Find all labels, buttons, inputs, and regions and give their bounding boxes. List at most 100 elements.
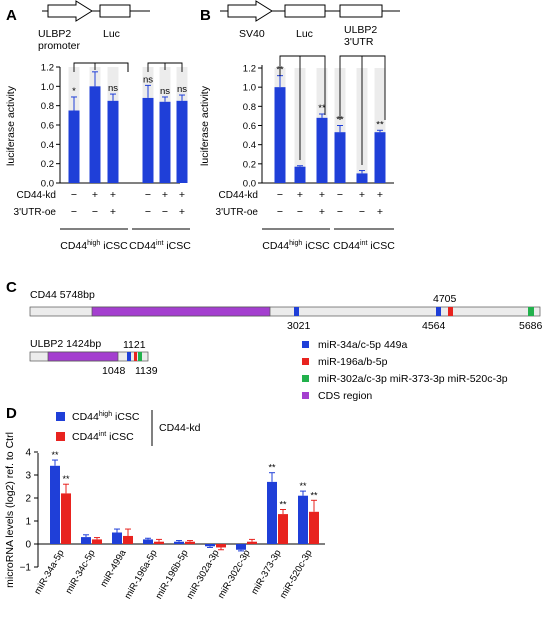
promoter-label-line2: promoter bbox=[38, 40, 81, 52]
cond-oe-1: − bbox=[71, 206, 77, 218]
cond-oe-2: − bbox=[297, 206, 303, 218]
panel-a-ylabel: luciferase activity bbox=[5, 85, 17, 166]
legend-high: CD44high iCSC bbox=[72, 411, 140, 423]
significance-label: ** bbox=[376, 119, 384, 130]
x-tick-label: miR-302c-3p bbox=[216, 548, 253, 601]
legend-cds: CDS region bbox=[318, 390, 372, 402]
bar-high-miR-373-3p bbox=[267, 481, 277, 544]
ulbp2-pos-1121: 1121 bbox=[123, 339, 146, 351]
panel-b: B SV40 Luc ULBP2 3'UTR 0.0 0.2 0.4 0.6 0.8 1.… bbox=[199, 0, 400, 252]
cond-kd-1: − bbox=[71, 189, 77, 201]
x-tick-label: miR-499a bbox=[98, 547, 128, 589]
panel-b-row1-label: CD44-kd bbox=[219, 190, 258, 201]
bar-high-miR-302c-3p bbox=[236, 544, 246, 550]
panel-d-label: D bbox=[6, 405, 17, 422]
panel-d-ticks: −1 0 1 2 3 4 bbox=[20, 448, 38, 574]
cd44-title: CD44 5748bp bbox=[30, 289, 95, 301]
panel-a-group1: CD44high iCSC bbox=[60, 240, 128, 252]
legend-mir196: miR-196a/b-5p bbox=[318, 356, 388, 368]
y-tick-label: 1.2 bbox=[41, 63, 54, 74]
significance-label: ns bbox=[108, 83, 118, 94]
y-tick-label: −1 bbox=[20, 563, 32, 574]
utr-label-line2: 3'UTR bbox=[344, 36, 374, 48]
y-tick-label: 1 bbox=[25, 517, 31, 528]
legend-swatch-int bbox=[56, 432, 65, 441]
ulbp2-site-mir196 bbox=[134, 352, 137, 361]
cond-oe-6: + bbox=[179, 206, 185, 218]
legend-swatch-high bbox=[56, 412, 65, 421]
panel-b-label: B bbox=[200, 7, 211, 24]
y-tick-label: 0.0 bbox=[41, 179, 54, 190]
significance-label: ** bbox=[318, 103, 326, 114]
cd44-gene-bar bbox=[29, 306, 541, 317]
panel-b-brackets bbox=[279, 55, 386, 165]
significance-label: ** bbox=[279, 500, 287, 510]
cond-oe-4: − bbox=[337, 206, 343, 218]
y-tick-label: 0.8 bbox=[243, 102, 256, 113]
bar-4 bbox=[334, 132, 346, 183]
panel-b-conditions: −−+−++−−+−++ bbox=[277, 189, 383, 218]
y-tick-label: 0.8 bbox=[41, 101, 54, 112]
legend-swatch-mir196 bbox=[302, 358, 309, 365]
y-tick-label: 0.4 bbox=[41, 140, 54, 151]
y-tick-label: 1.0 bbox=[41, 82, 54, 93]
cond-oe-3: + bbox=[319, 206, 325, 218]
ulbp2-cds-region bbox=[47, 351, 119, 362]
panel-b-group1: CD44high iCSC bbox=[262, 240, 330, 252]
cond-oe-1: − bbox=[277, 206, 283, 218]
cd44-pos-4564: 4564 bbox=[422, 320, 446, 332]
cond-kd-5: + bbox=[359, 189, 365, 201]
cd44-site-mir302 bbox=[528, 307, 534, 316]
utr-box bbox=[339, 4, 383, 18]
y-tick-label: 4 bbox=[25, 448, 31, 459]
x-tick-label: miR-520c-3p bbox=[278, 548, 315, 601]
x-tick-label: miR-34c-5p bbox=[64, 548, 98, 596]
cond-kd-2: + bbox=[297, 189, 303, 201]
cond-oe-2: − bbox=[92, 206, 98, 218]
panel-a-label: A bbox=[6, 7, 17, 24]
cond-oe-5: − bbox=[162, 206, 168, 218]
bar-1 bbox=[274, 87, 286, 183]
bar-int-miR-520c-3p bbox=[309, 511, 319, 544]
panel-a-group2: CD44int iCSC bbox=[129, 240, 191, 252]
bar-5 bbox=[159, 101, 171, 183]
cond-oe-4: − bbox=[145, 206, 151, 218]
bar-3 bbox=[107, 100, 119, 183]
panel-a: A ULBP2 promoter Luc 0.0 0.2 0.4 0.6 0.8 1.0 1… bbox=[5, 0, 191, 252]
panel-d-axes: −1 0 1 2 3 4 microRNA levels (log2) ref. to C… bbox=[4, 432, 325, 588]
ulbp2-title: ULBP2 1424bp bbox=[30, 338, 101, 350]
legend-swatch-cds bbox=[302, 392, 309, 399]
bar-6 bbox=[374, 132, 386, 183]
sv40-arrow-icon bbox=[227, 0, 273, 22]
cd44-site-mir196 bbox=[448, 307, 453, 316]
panel-a-construct: ULBP2 promoter Luc bbox=[38, 0, 150, 52]
panel-c: C CD44 5748bp 3021 4705 4564 5686 ULBP2 … bbox=[6, 279, 543, 402]
cond-kd-6: + bbox=[377, 189, 383, 201]
utr-label-line1: ULBP2 bbox=[344, 24, 377, 36]
bar-high-miR-34c-5p bbox=[81, 537, 91, 544]
bar-int-miR-34a-5p bbox=[61, 493, 71, 544]
panel-a-row2-label: 3'UTR-oe bbox=[14, 207, 57, 218]
cd44-pos-3021: 3021 bbox=[287, 320, 311, 332]
bar-high-miR-499a bbox=[112, 532, 122, 544]
bar-int-miR-196a-5p bbox=[154, 541, 164, 544]
bar-high-miR-34a-5p bbox=[50, 465, 60, 544]
legend-swatch-mir34 bbox=[302, 341, 309, 348]
panel-a-brackets bbox=[73, 62, 183, 72]
cond-kd-5: + bbox=[162, 189, 168, 201]
panel-c-label: C bbox=[6, 279, 17, 296]
panel-d-ylabel: microRNA levels (log2) ref. to Ctrl bbox=[4, 432, 16, 588]
significance-label: * bbox=[72, 86, 76, 97]
panel-b-construct: SV40 Luc ULBP2 3'UTR bbox=[220, 0, 400, 48]
legend-mir34: miR-34a/c-5p 449a bbox=[318, 339, 407, 351]
luc-label-b: Luc bbox=[296, 28, 313, 40]
legend-swatch-mir302 bbox=[302, 375, 309, 382]
bar-2 bbox=[294, 166, 306, 183]
cond-oe-3: + bbox=[110, 206, 116, 218]
bar-int-miR-373-3p bbox=[278, 514, 288, 544]
y-tick-label: 0.6 bbox=[41, 121, 54, 132]
cond-kd-4: − bbox=[337, 189, 343, 201]
promoter-arrow-icon bbox=[47, 0, 93, 22]
